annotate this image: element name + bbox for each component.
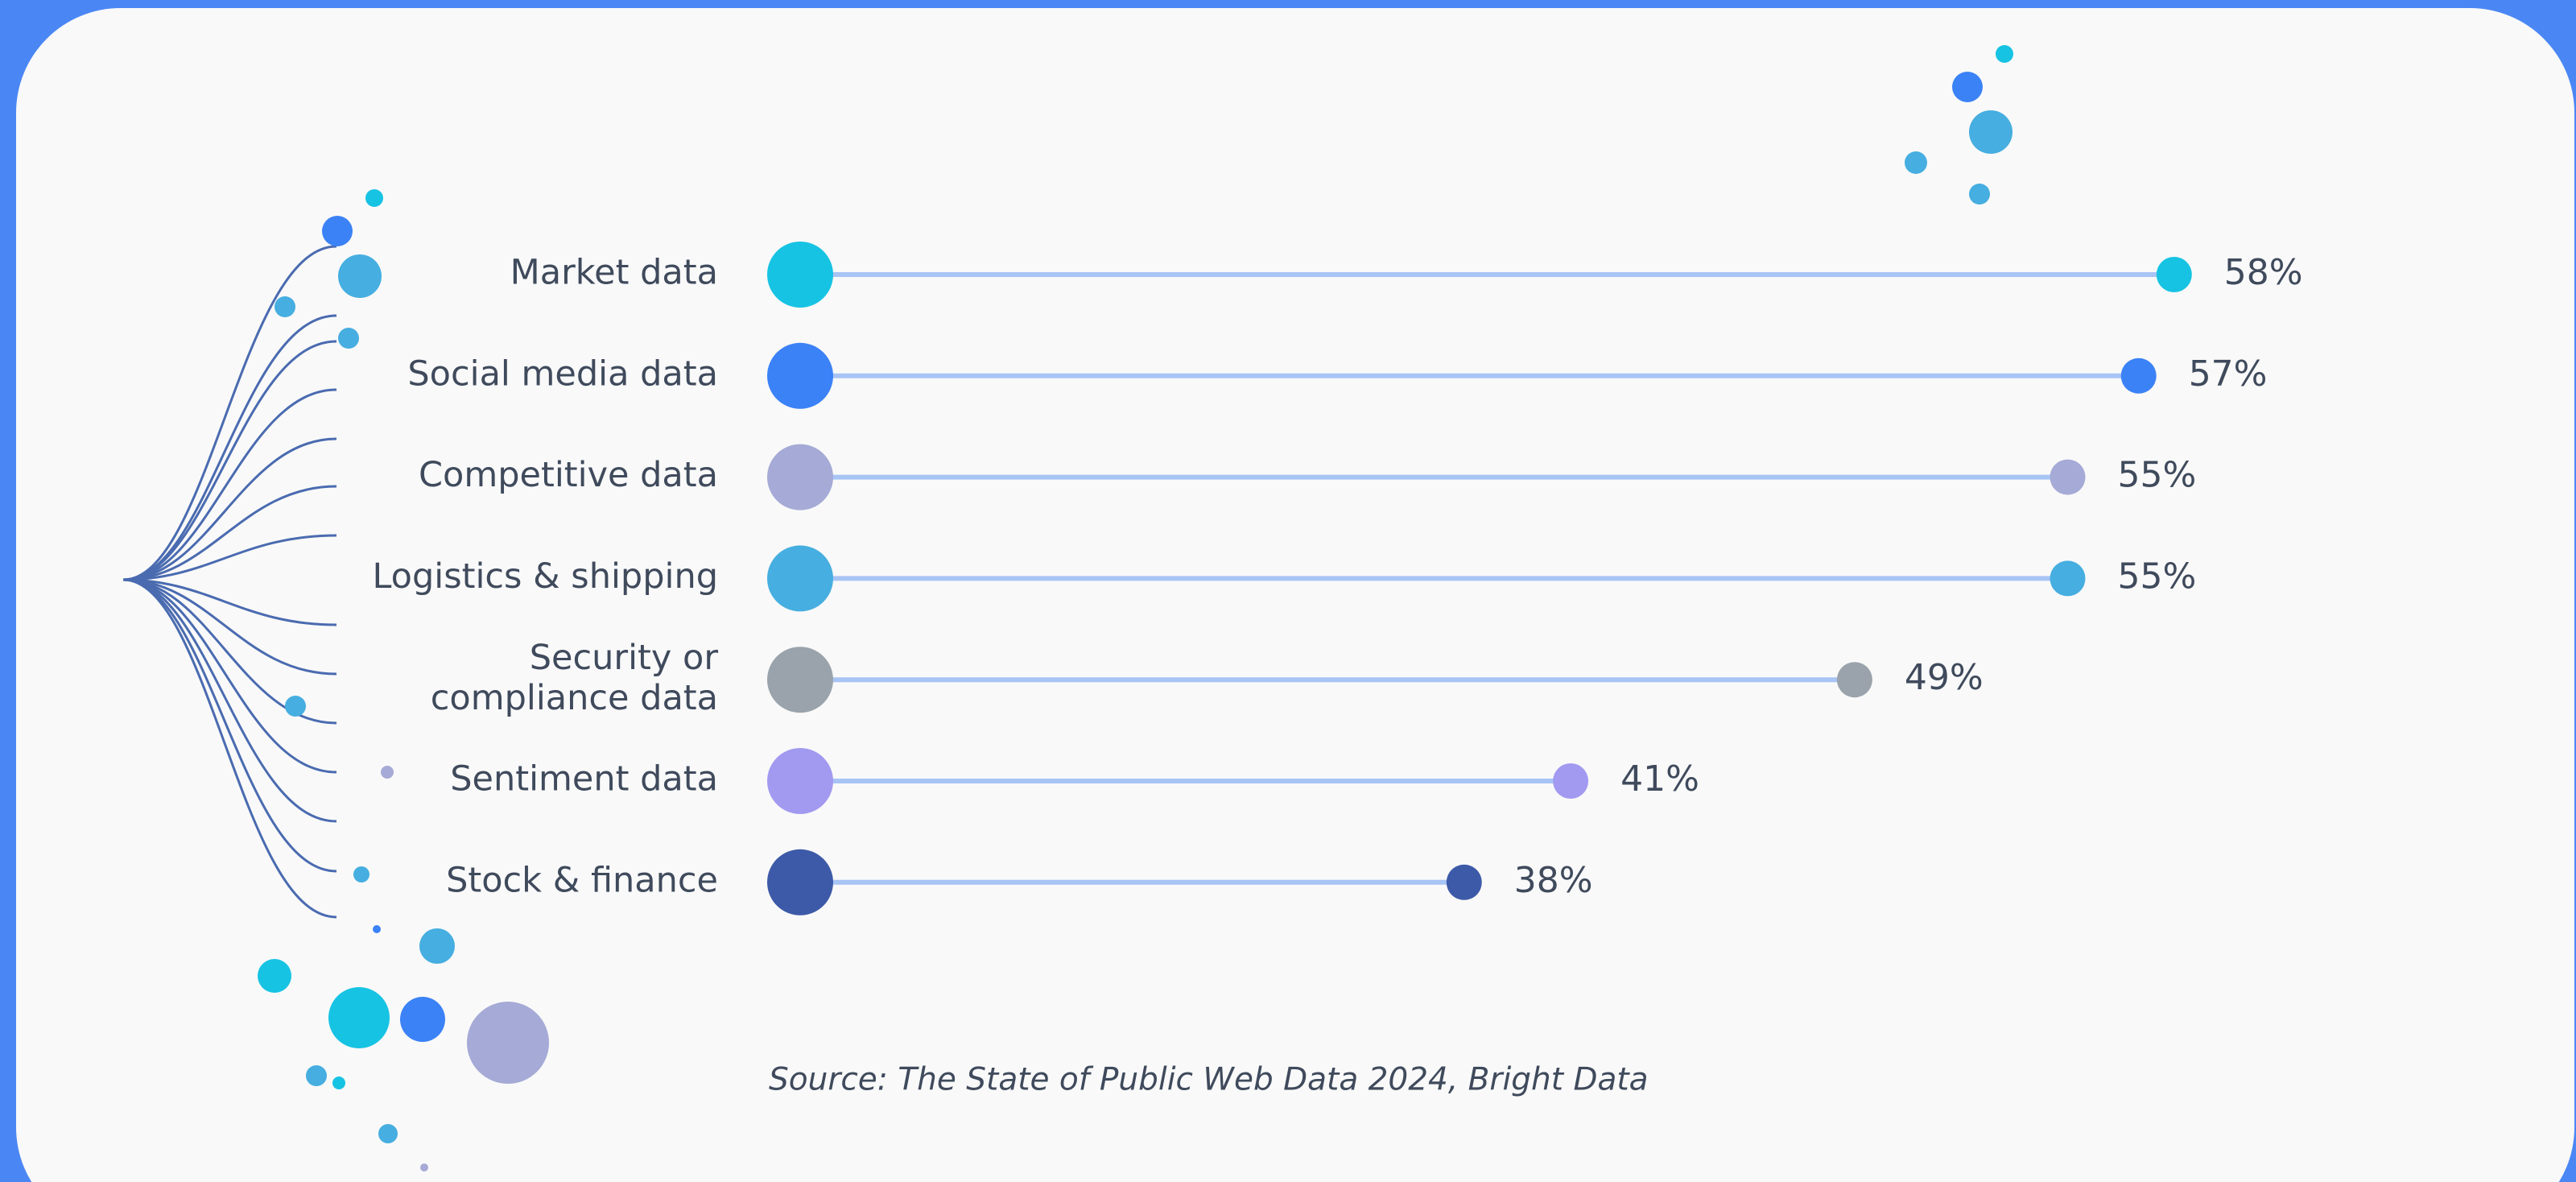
category-label: Stock & finance (446, 860, 718, 900)
value-label: 38% (1514, 860, 1593, 901)
source: Source: The State of Public Web Data 202… (769, 1062, 1649, 1098)
end-dot (2050, 459, 2086, 495)
end-dot (1446, 864, 1482, 900)
category-label: Market data (510, 253, 718, 293)
start-dot (767, 647, 833, 713)
start-dot (767, 748, 833, 814)
category-label: Security or compliance data (431, 638, 719, 718)
value-label: 41% (1620, 758, 1699, 800)
end-dot (2120, 357, 2157, 394)
start-dot (767, 444, 833, 510)
value-label: 55% (2118, 455, 2197, 496)
card (16, 8, 2574, 1182)
start-dot (767, 545, 833, 612)
end-dot (2050, 560, 2086, 597)
decor-curves (122, 245, 337, 919)
end-dot (1553, 763, 1589, 799)
start-dot (767, 849, 833, 915)
value-label: 55% (2118, 556, 2197, 597)
category-label: Social media data (407, 353, 718, 394)
value-label: 57% (2189, 353, 2268, 395)
category-label: Logistics & shipping (372, 556, 718, 597)
category-label: Sentiment data (450, 759, 718, 800)
start-dot (767, 242, 833, 308)
end-dot (1836, 662, 1872, 698)
category-label: Competitive data (419, 455, 718, 495)
end-dot (2156, 257, 2192, 292)
decor-bubbles (258, 45, 2013, 1172)
value-label: 49% (1905, 657, 1984, 698)
value-label: 58% (2224, 252, 2303, 293)
start-dot (767, 342, 833, 409)
